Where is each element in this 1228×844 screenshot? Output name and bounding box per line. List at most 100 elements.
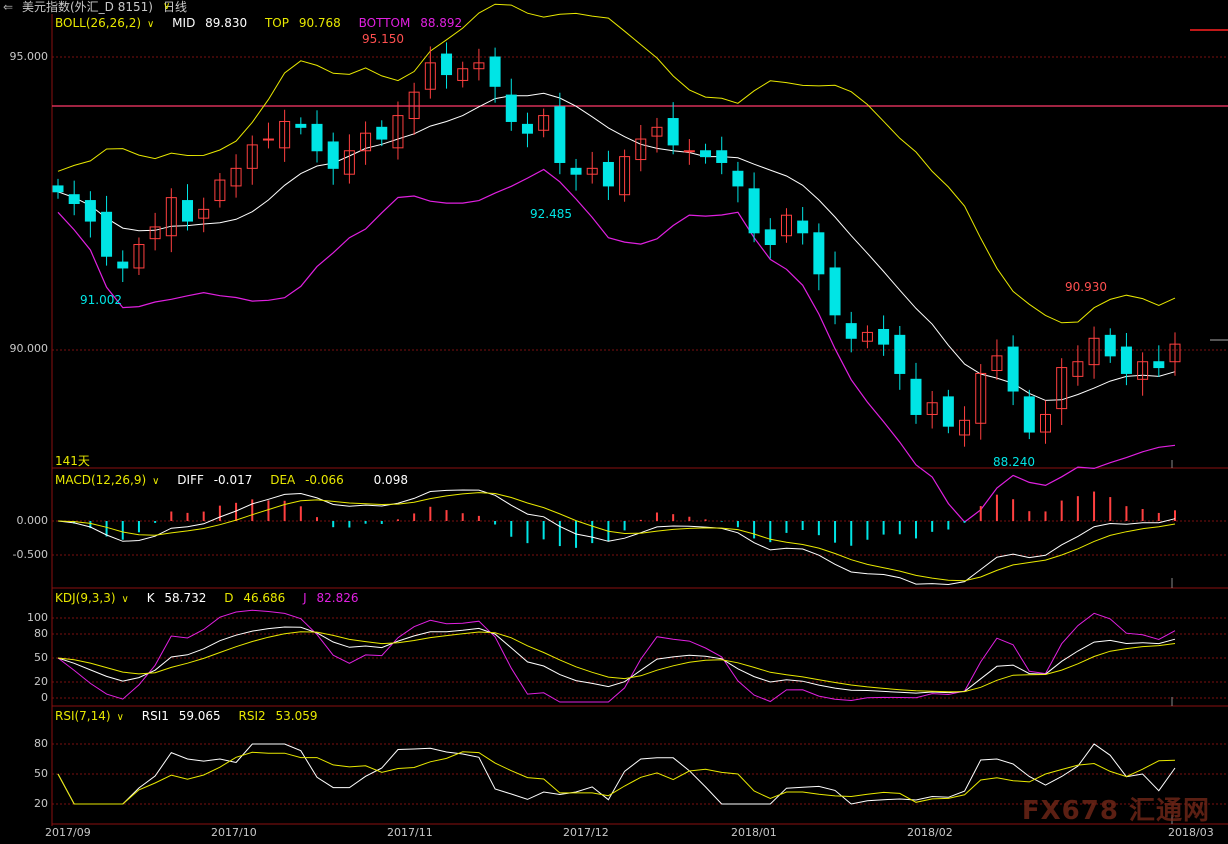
candle-body xyxy=(392,115,404,149)
candle-body xyxy=(1104,334,1116,357)
kdj-k-line xyxy=(57,626,1176,694)
candle-body xyxy=(360,132,372,152)
rsi-label[interactable]: RSI(7,14) xyxy=(55,709,111,723)
candle-body xyxy=(586,167,598,175)
kdj-label[interactable]: KDJ(9,3,3) xyxy=(55,591,116,605)
title-bar: ⇐ 美元指数(外汇_D 8151) 日线 ∨ xyxy=(0,0,1228,14)
candle-body xyxy=(797,220,809,234)
rsi-tick: 20 xyxy=(34,797,48,810)
candle-body xyxy=(52,185,64,193)
x-axis-label: 2018/02 xyxy=(907,826,953,839)
kdj-tick: 50 xyxy=(34,651,48,664)
candle-body xyxy=(861,331,873,342)
candle-body xyxy=(473,62,485,70)
kdj-tick: 0 xyxy=(41,691,48,704)
rsi1-label: RSI1 xyxy=(141,709,169,723)
candle-body xyxy=(165,197,177,237)
candle-body xyxy=(813,232,825,275)
annotation-low: 91.002 xyxy=(80,293,122,307)
candle-body xyxy=(327,141,339,169)
macd-dea-line xyxy=(57,492,1176,582)
rsi2-value: 53.059 xyxy=(275,709,318,723)
boll-mid-label: MID xyxy=(172,16,196,30)
instrument-title[interactable]: 美元指数(外汇_D 8151) xyxy=(22,0,153,14)
candle-body xyxy=(117,261,129,269)
kdj-tick: 20 xyxy=(34,675,48,688)
candle-body xyxy=(1088,337,1100,366)
macd-diff-line xyxy=(57,489,1176,586)
rsi-header: RSI(7,14) ∨ RSI1 59.065 RSI2 53.059 xyxy=(55,709,324,725)
macd-tick: 0.000 xyxy=(16,514,49,527)
candle-body xyxy=(602,161,614,187)
candle-body xyxy=(570,167,582,175)
candle-body xyxy=(230,167,242,187)
candle-body xyxy=(408,91,420,120)
x-axis-label: 2017/12 xyxy=(563,826,609,839)
boll-label[interactable]: BOLL(26,26,2) xyxy=(55,16,142,30)
kdj-d-value: 46.686 xyxy=(243,591,286,605)
boll-bottom-value: 88.892 xyxy=(420,16,463,30)
annotation-high: 90.930 xyxy=(1065,280,1107,294)
kdj-j-label: J xyxy=(303,591,307,605)
candle-body xyxy=(991,355,1003,372)
chevron-down-icon: ∨ xyxy=(121,594,129,605)
candle-body xyxy=(101,211,113,257)
annotation-low: 88.240 xyxy=(993,455,1035,469)
candle-body xyxy=(198,208,210,219)
x-axis-label: 2017/11 xyxy=(387,826,433,839)
kdj-tick: 100 xyxy=(27,611,48,624)
boll-top-value: 90.768 xyxy=(298,16,341,30)
candle-body xyxy=(619,156,631,196)
candle-body xyxy=(538,115,550,131)
kdj-d-line xyxy=(57,631,1176,693)
candle-body xyxy=(1023,396,1035,433)
candle-body xyxy=(279,120,291,149)
candle-body xyxy=(959,419,971,436)
macd-dea-value: -0.066 xyxy=(305,473,344,487)
candle-body xyxy=(878,328,890,345)
x-axis-label: 2018/03 xyxy=(1168,826,1214,839)
candle-body xyxy=(441,53,453,76)
candle-body xyxy=(942,396,954,427)
back-arrow-icon[interactable]: ⇐ xyxy=(3,0,14,14)
macd-label[interactable]: MACD(12,26,9) xyxy=(55,473,147,487)
candle-body xyxy=(926,402,938,415)
candle-body xyxy=(894,334,906,374)
rsi2-label: RSI2 xyxy=(238,709,266,723)
candle-body xyxy=(262,138,274,141)
candle-body xyxy=(975,372,987,424)
candle-body xyxy=(554,106,566,163)
candle-body xyxy=(1072,361,1084,377)
period-label: 日线 xyxy=(163,0,188,14)
candle-body xyxy=(311,123,323,152)
macd-diff-value: -0.017 xyxy=(213,473,253,487)
boll-mid-value: 89.830 xyxy=(205,16,248,30)
kdj-d-label: D xyxy=(224,591,234,605)
candle-body xyxy=(343,150,355,175)
candle-body xyxy=(182,200,194,222)
candle-body xyxy=(829,267,841,316)
candle-body xyxy=(764,229,776,246)
candle-body xyxy=(246,144,258,169)
candle-body xyxy=(683,150,695,153)
macd-tick: -0.500 xyxy=(12,548,48,561)
candle-body xyxy=(700,150,712,158)
candle-body xyxy=(214,179,226,202)
candle-body xyxy=(1039,413,1051,433)
candle-body xyxy=(505,94,517,122)
macd-header: MACD(12,26,9) ∨ DIFF -0.017 DEA -0.066 0.… xyxy=(55,473,414,489)
rsi1-value: 59.065 xyxy=(178,709,221,723)
x-axis-label: 2017/09 xyxy=(45,826,91,839)
candle-body xyxy=(1056,367,1068,410)
macd-value: 0.098 xyxy=(373,473,408,487)
candle-body xyxy=(376,126,388,140)
rsi2-line xyxy=(57,751,1176,805)
days-count: 141天 xyxy=(55,454,90,468)
candle-body xyxy=(667,118,679,146)
candle-body xyxy=(1120,346,1132,374)
candle-body xyxy=(489,56,501,87)
candle-body xyxy=(68,194,80,205)
candle-body xyxy=(635,138,647,161)
chevron-down-icon: ∨ xyxy=(163,1,171,12)
